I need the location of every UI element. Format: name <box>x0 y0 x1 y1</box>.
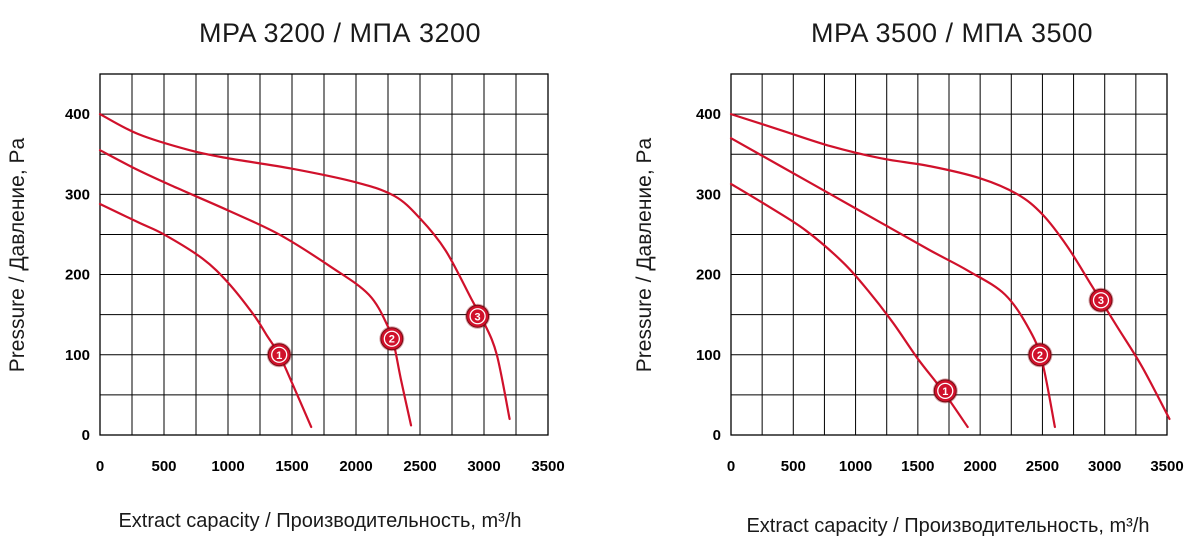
y-tick-label: 0 <box>82 427 90 444</box>
chart-title: MPA 3500 / МПА 3500 <box>811 18 1093 48</box>
plot-frame <box>99 73 549 436</box>
x-tick-label: 500 <box>151 458 176 475</box>
marker-ring <box>469 308 486 325</box>
x-tick-label: 2500 <box>403 458 436 475</box>
x-tick-label: 3500 <box>531 458 564 475</box>
y-axis-label: Pressure / Давление, Pa <box>633 137 656 372</box>
plot-frame <box>730 73 1168 436</box>
series-marker-label: 2 <box>1037 350 1043 362</box>
marker-ring <box>383 330 400 347</box>
x-tick-label: 1500 <box>901 458 934 475</box>
series-marker-label: 3 <box>1098 295 1104 307</box>
series-line-3 <box>729 113 1171 421</box>
x-tick-label: 0 <box>727 458 735 475</box>
x-tick-label: 1000 <box>839 458 872 475</box>
marker-ring <box>271 346 288 363</box>
x-tick-label: 1000 <box>211 458 244 475</box>
x-tick-label: 3000 <box>1088 458 1121 475</box>
x-tick-label: 3000 <box>467 458 500 475</box>
series-marker-1: 1 <box>266 342 292 368</box>
series-marker-label: 2 <box>389 334 395 346</box>
y-tick-label: 0 <box>713 427 721 444</box>
marker-ring <box>1031 346 1049 363</box>
y-axis-label: Pressure / Давление, Pa <box>6 137 29 372</box>
x-tick-label: 2000 <box>339 458 372 475</box>
series-marker-2: 2 <box>379 326 405 352</box>
x-tick-label: 2500 <box>1026 458 1059 475</box>
y-tick-label: 300 <box>696 186 721 203</box>
series-marker-label: 3 <box>475 311 481 323</box>
series-line-3 <box>98 113 511 421</box>
x-tick-label: 2000 <box>963 458 996 475</box>
x-tick-label: 3500 <box>1150 458 1183 475</box>
series-marker-2: 2 <box>1027 342 1053 368</box>
chart-title: MPA 3200 / МПА 3200 <box>199 18 481 48</box>
series-marker-3: 3 <box>1088 287 1114 313</box>
x-axis-label: Extract capacity / Производительность, m… <box>118 510 521 532</box>
y-tick-label: 400 <box>696 106 721 123</box>
series-line-2 <box>729 137 1056 429</box>
series-marker-label: 1 <box>942 386 948 398</box>
y-tick-label: 300 <box>65 186 90 203</box>
series-marker-label: 1 <box>276 350 282 362</box>
marker-ring <box>937 382 954 400</box>
marker-ring <box>1092 292 1110 309</box>
series-line-1 <box>729 182 969 429</box>
series-line-2 <box>98 149 413 427</box>
chart-grid <box>731 74 1167 435</box>
y-tick-label: 100 <box>65 347 90 364</box>
y-tick-label: 100 <box>696 347 721 364</box>
y-tick-label: 200 <box>65 267 90 284</box>
x-tick-label: 500 <box>781 458 806 475</box>
x-tick-label: 1500 <box>275 458 308 475</box>
series-marker-3: 3 <box>465 303 491 329</box>
y-tick-label: 200 <box>696 267 721 284</box>
series-marker-1: 1 <box>932 378 958 404</box>
series-line-1 <box>98 202 313 429</box>
x-tick-label: 0 <box>96 458 104 475</box>
chart-grid <box>100 74 548 435</box>
y-tick-label: 400 <box>65 106 90 123</box>
x-axis-label: Extract capacity / Производительность, m… <box>746 515 1149 537</box>
